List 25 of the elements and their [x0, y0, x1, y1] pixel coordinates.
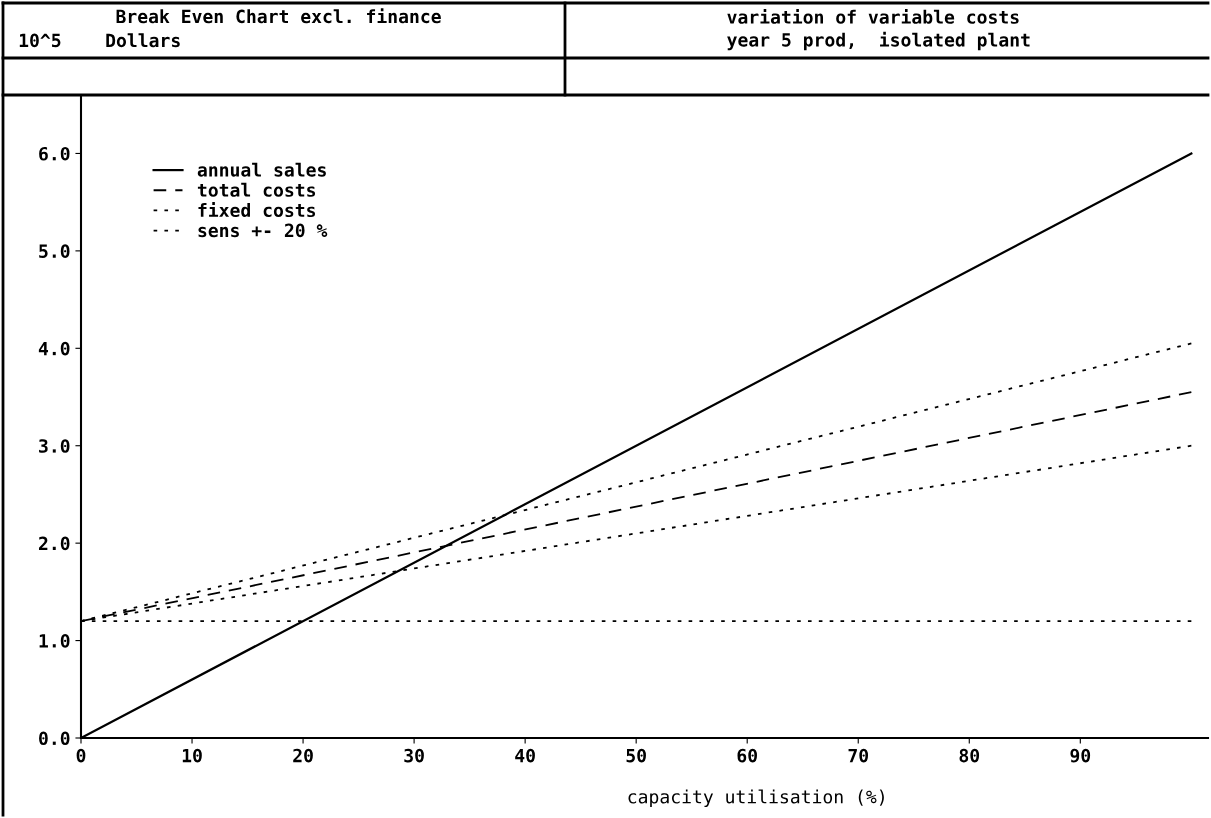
legend-label: annual sales [197, 162, 326, 177]
x-tick-label: 50 [626, 748, 646, 763]
y-tick-label: 1.0 [39, 634, 70, 648]
legend-label: total costs [197, 182, 316, 197]
y-axis-title: 10^5 Dollars [19, 33, 180, 48]
chart-title: Break Even Chart excl. finance [116, 8, 441, 24]
x-tick-label: 80 [959, 748, 980, 763]
legend-label: fixed costs [198, 202, 316, 218]
x-tick-label: 30 [404, 748, 424, 763]
y-tick-label: 5.0 [39, 244, 70, 258]
y-tick-label: 3.0 [39, 439, 70, 453]
x-tick-label: 40 [515, 748, 535, 763]
x-tick-label: 60 [737, 748, 757, 763]
x-axis-title: capacity utilisation (%) [628, 789, 884, 808]
x-tick-label: 70 [848, 748, 869, 763]
y-tick-label: 2.0 [38, 536, 70, 551]
chart-subtitle: variation of variable costs year 5 prod, isolated plant [727, 8, 1030, 51]
x-tick-label: 10 [182, 748, 202, 763]
y-tick-label: 6.0 [39, 146, 70, 161]
y-tick-label: 4.0 [38, 341, 70, 356]
x-tick-label: 0 [76, 748, 86, 763]
x-tick-label: 20 [293, 748, 313, 763]
y-tick-label: 0.0 [39, 731, 70, 746]
x-tick-label: 90 [1070, 748, 1091, 763]
legend-label: sens +- 20 % [198, 223, 328, 238]
